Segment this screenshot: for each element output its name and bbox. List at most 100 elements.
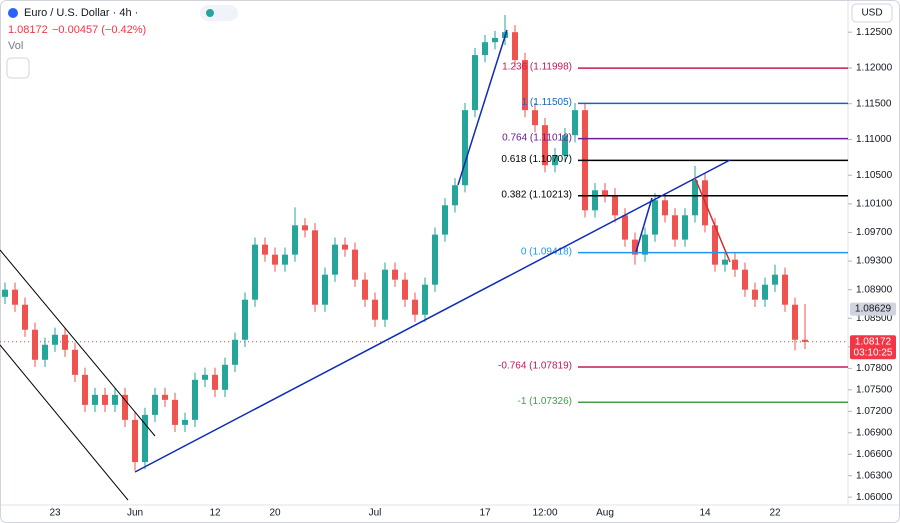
candle-body: [442, 205, 448, 235]
fib-label: 1 (1.11505): [522, 97, 572, 108]
x-tick-label: Jul: [369, 508, 382, 519]
candle-body: [192, 379, 198, 420]
candle-body: [202, 374, 208, 380]
candle-body: [632, 239, 638, 255]
trend-line: [635, 197, 653, 253]
candle-body: [652, 200, 658, 235]
x-tick-label: 12: [209, 508, 221, 519]
candle-body: [182, 419, 188, 425]
fib-label: -0.764 (1.07819): [498, 361, 572, 372]
candle-body: [522, 60, 528, 111]
candle-body: [802, 339, 808, 342]
y-tick-label: 1.08500: [856, 313, 893, 324]
currency-label: USD: [861, 8, 882, 19]
candle-body: [772, 274, 778, 285]
trend-line: [694, 177, 731, 263]
candle-body: [602, 190, 608, 196]
fib-label: -1 (1.07326): [518, 396, 572, 407]
candle-body: [52, 334, 58, 345]
fib-label: 0.618 (1.10707): [501, 154, 572, 165]
x-tick-label: 22: [769, 508, 781, 519]
x-tick-label: 20: [269, 508, 281, 519]
candle-body: [92, 394, 98, 405]
candle-body: [432, 234, 438, 285]
candle-body: [762, 284, 768, 300]
channel-line: [0, 249, 156, 437]
candle-body: [732, 259, 738, 270]
x-tick-label: Jun: [127, 508, 143, 519]
currency-button[interactable]: [851, 3, 893, 23]
price-marker-sublabel: 03:10:25: [854, 347, 893, 358]
fib-label: 0 (1.09418): [521, 246, 572, 257]
candle-body: [272, 254, 278, 265]
volume-label: Vol: [8, 40, 23, 52]
candle-body: [422, 284, 428, 315]
candle-body: [312, 230, 318, 305]
candle-body: [462, 110, 468, 186]
candle-body: [712, 225, 718, 265]
y-tick-label: 1.11000: [856, 134, 892, 145]
candle-body: [102, 394, 108, 405]
y-tick-label: 1.07500: [856, 384, 893, 395]
candle-body: [402, 279, 408, 300]
x-tick-label: 23: [49, 508, 61, 519]
y-tick-label: 1.06900: [856, 427, 893, 438]
candle-body: [792, 304, 798, 340]
candle-body: [22, 304, 28, 330]
candle-body: [82, 374, 88, 405]
candle-body: [382, 269, 388, 320]
candle-body: [662, 200, 668, 216]
candle-body: [532, 110, 538, 126]
price-change: −0.00457 (−0.42%): [52, 24, 146, 36]
y-tick-label: 1.10100: [856, 198, 893, 209]
candle-body: [292, 225, 298, 255]
candle-body: [112, 394, 118, 405]
candle-body: [302, 225, 308, 231]
candle-body: [622, 215, 628, 240]
trend-line: [134, 159, 731, 473]
candle-body: [542, 125, 548, 166]
candle-body: [592, 190, 598, 211]
candle-body: [412, 299, 418, 315]
y-tick-label: 1.07200: [856, 406, 893, 417]
x-tick-label: 14: [699, 508, 711, 519]
price-marker: [850, 302, 896, 316]
candle-body: [362, 279, 368, 300]
candle-body: [152, 394, 158, 415]
candle-body: [212, 374, 218, 390]
y-tick-label: 1.09300: [856, 256, 893, 267]
candle-body: [332, 244, 338, 275]
candle-body: [342, 244, 348, 250]
price-marker-label: 1.08629: [855, 304, 892, 315]
y-tick-label: 1.06600: [856, 449, 893, 460]
y-tick-label: 1.11500: [856, 98, 892, 109]
candle-body: [222, 364, 228, 390]
collapse-button[interactable]: [6, 57, 30, 79]
fib-label: 1.236 (1.11998): [502, 62, 572, 73]
candle-body: [282, 254, 288, 265]
last-price: 1.08172: [8, 24, 48, 36]
fib-label: 0.382 (1.10213): [501, 189, 572, 200]
symbol-title: Euro / U.S. Dollar · 4h ·: [24, 7, 138, 19]
candle-body: [352, 249, 358, 280]
candle-body: [512, 32, 518, 61]
candle-body: [682, 215, 688, 240]
candle-body: [782, 274, 788, 305]
y-tick-label: 1.12500: [856, 27, 893, 38]
x-tick-label: Aug: [596, 508, 614, 519]
x-tick-label: 17: [479, 508, 491, 519]
candle-body: [12, 289, 18, 305]
candle-body: [492, 37, 498, 43]
y-tick-label: 1.12000: [856, 63, 893, 74]
y-tick-label: 1.10500: [856, 170, 893, 181]
candle-body: [752, 289, 758, 300]
symbol-icon: [8, 8, 18, 18]
candle-body: [262, 244, 268, 255]
candle-body: [392, 269, 398, 280]
candle-body: [252, 244, 258, 300]
status-pill: [200, 5, 238, 21]
drawings: [0, 29, 731, 501]
candle-body: [612, 195, 618, 216]
candle-body: [372, 299, 378, 320]
